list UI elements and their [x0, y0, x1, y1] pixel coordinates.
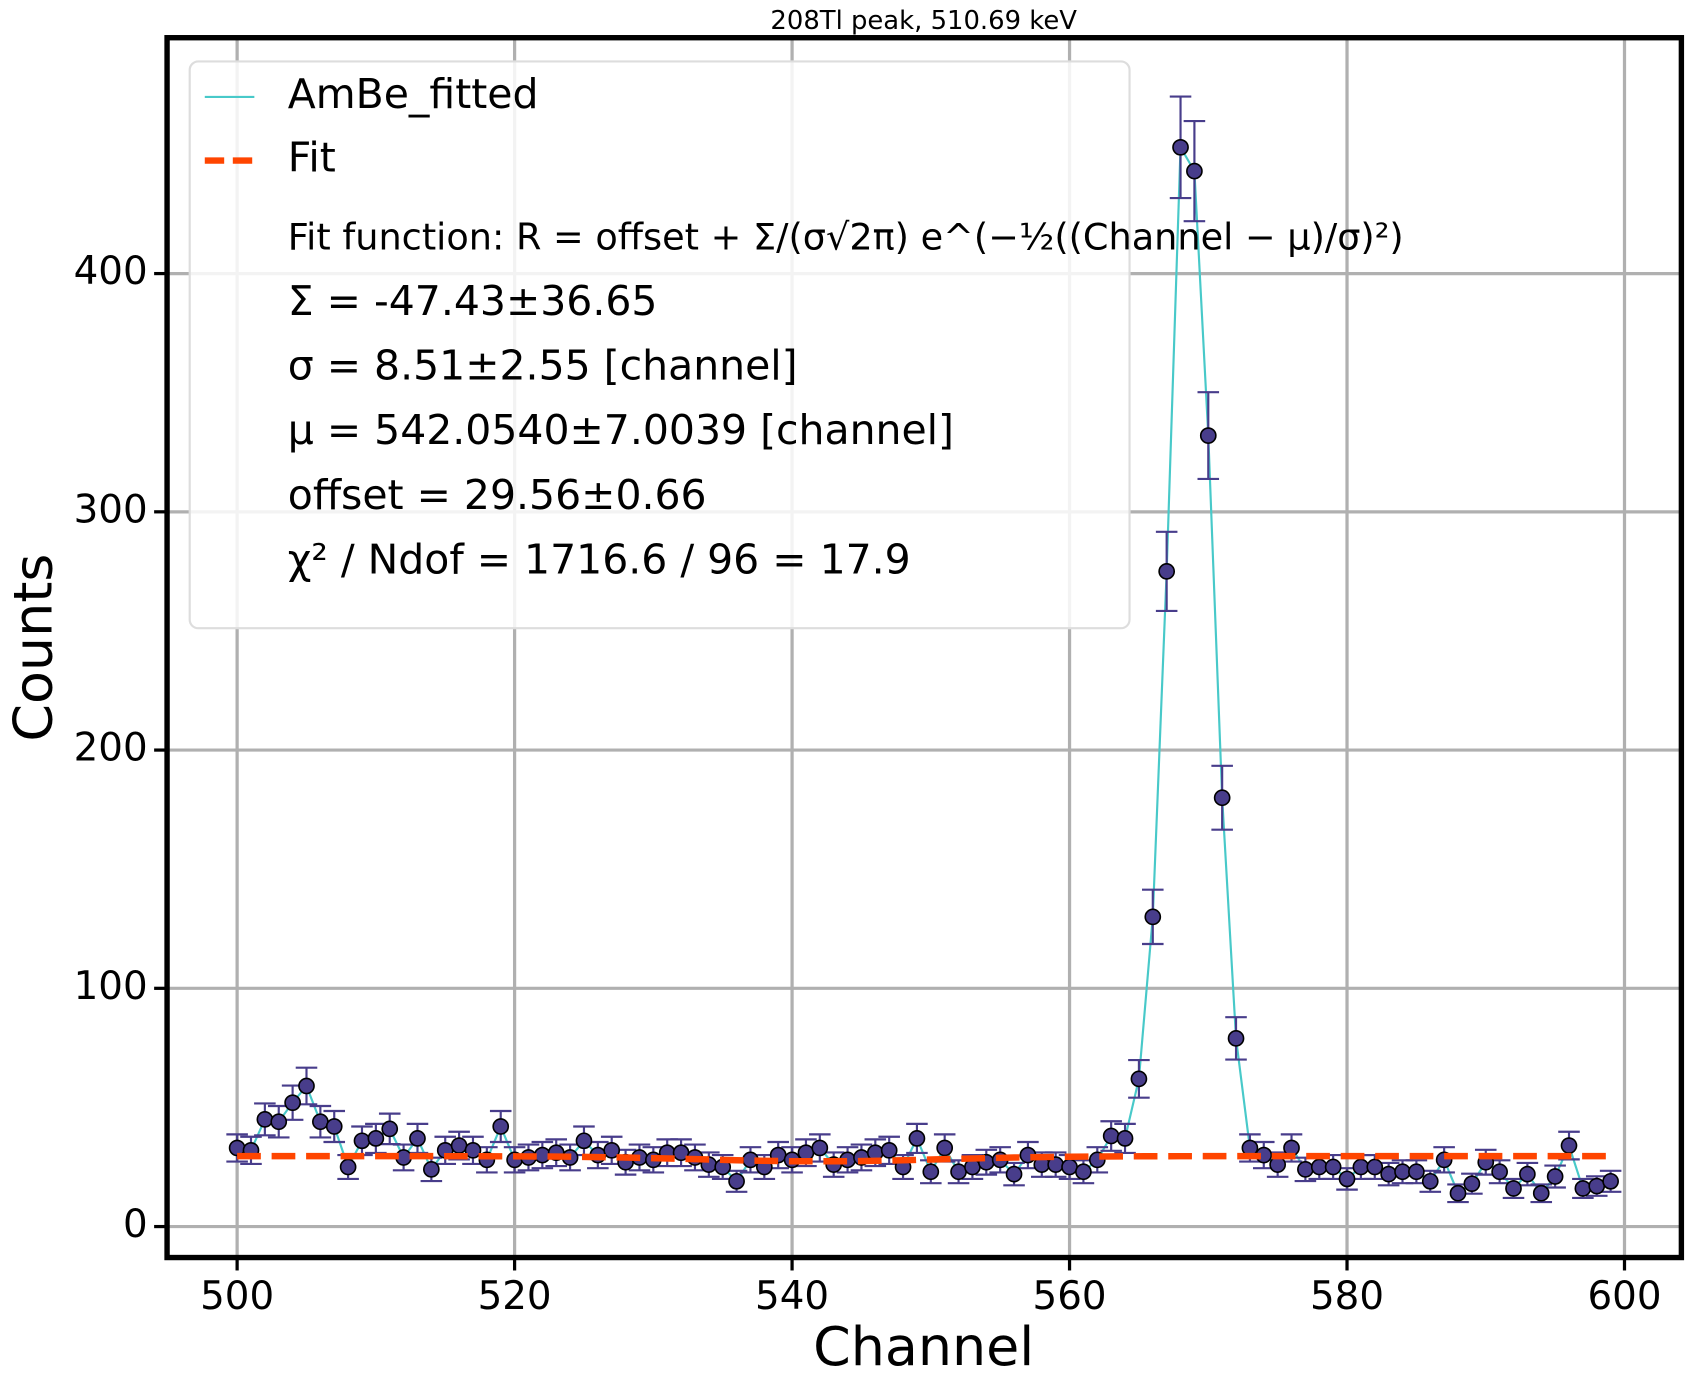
data-point — [880, 1141, 898, 1159]
data-point — [1574, 1180, 1592, 1197]
data-point — [1075, 1163, 1092, 1181]
legend-label: Fit — [288, 134, 336, 182]
data-point — [811, 1139, 829, 1157]
data-point — [367, 1130, 385, 1147]
y-tick-label: 200 — [74, 726, 148, 771]
y-axis-label: Counts — [1, 554, 64, 742]
data-point — [1366, 1158, 1384, 1176]
data-point — [1560, 1137, 1578, 1154]
data-point — [575, 1132, 593, 1150]
data-point — [284, 1094, 301, 1112]
data-point — [339, 1158, 357, 1176]
x-tick-label: 500 — [200, 1274, 274, 1319]
data-point — [312, 1113, 329, 1131]
data-point — [1130, 1070, 1148, 1088]
data-point — [1338, 1170, 1356, 1188]
data-point — [1061, 1158, 1078, 1176]
data-point — [450, 1137, 468, 1154]
annotation: offset = 29.56±0.66 — [288, 471, 707, 519]
data-point — [1380, 1165, 1397, 1183]
data-point — [908, 1130, 926, 1147]
data-point — [1186, 162, 1203, 180]
data-point — [353, 1132, 371, 1150]
data-point — [1199, 427, 1217, 444]
data-point — [1505, 1180, 1522, 1197]
data-point — [1172, 138, 1189, 156]
data-point — [1227, 1029, 1245, 1047]
annotation: χ² / Ndof = 1716.6 / 96 = 17.9 — [288, 535, 911, 583]
data-point — [797, 1144, 815, 1162]
data-point — [1144, 908, 1162, 926]
data-point — [1324, 1158, 1342, 1176]
data-point — [423, 1161, 440, 1178]
data-point — [492, 1118, 510, 1135]
x-tick-label: 580 — [1310, 1274, 1384, 1319]
x-tick-label: 520 — [478, 1274, 552, 1319]
data-point — [1532, 1184, 1550, 1202]
data-point — [1310, 1158, 1328, 1176]
x-tick-label: 560 — [1033, 1274, 1107, 1319]
data-point — [1158, 563, 1176, 580]
data-point — [256, 1111, 274, 1128]
data-point — [1463, 1175, 1481, 1193]
y-tick-label: 400 — [74, 249, 148, 294]
data-point — [1408, 1163, 1425, 1181]
data-point — [1297, 1161, 1314, 1178]
data-point — [1352, 1158, 1370, 1176]
legend-label: AmBe_fitted — [288, 70, 539, 118]
y-tick-label: 0 — [123, 1202, 148, 1247]
annotation: Σ = -47.43±36.65 — [288, 277, 658, 325]
data-point — [1491, 1163, 1508, 1181]
data-point — [1394, 1163, 1411, 1181]
y-tick-label: 100 — [74, 964, 148, 1009]
data-point — [381, 1120, 399, 1138]
data-point — [728, 1172, 745, 1190]
data-point — [1449, 1184, 1467, 1202]
data-point — [1005, 1165, 1023, 1183]
chart-title: 208Tl peak, 510.69 keV — [770, 6, 1077, 36]
data-point — [270, 1113, 288, 1131]
data-point — [603, 1141, 621, 1159]
x-tick-label: 540 — [755, 1274, 829, 1319]
data-point — [1588, 1177, 1606, 1195]
legend-box — [188, 60, 1131, 630]
data-point — [922, 1163, 940, 1181]
x-tick-label: 600 — [1587, 1274, 1661, 1319]
annotation: Fit function: R = offset + Σ/(σ√2π) e^(−… — [288, 216, 1404, 259]
data-point — [1519, 1165, 1536, 1183]
data-point — [325, 1118, 343, 1135]
fit-line — [237, 1152, 1611, 1165]
annotation: σ = 8.51±2.55 [channel] — [288, 342, 798, 390]
x-axis-label: Channel — [813, 1315, 1034, 1378]
data-point — [936, 1139, 954, 1157]
data-point — [409, 1130, 426, 1147]
y-tick-label: 300 — [74, 487, 148, 532]
data-point — [1546, 1168, 1564, 1185]
data-point — [1102, 1127, 1120, 1145]
plot-frame — [164, 35, 1685, 1261]
annotation: μ = 542.0540±7.0039 [channel] — [288, 406, 954, 454]
data-point — [1602, 1172, 1619, 1190]
data-point — [1116, 1130, 1134, 1147]
data-point — [950, 1163, 967, 1181]
data-point — [464, 1141, 482, 1159]
data-point — [1421, 1172, 1439, 1190]
data-point — [1213, 789, 1231, 807]
data-point — [298, 1077, 315, 1095]
